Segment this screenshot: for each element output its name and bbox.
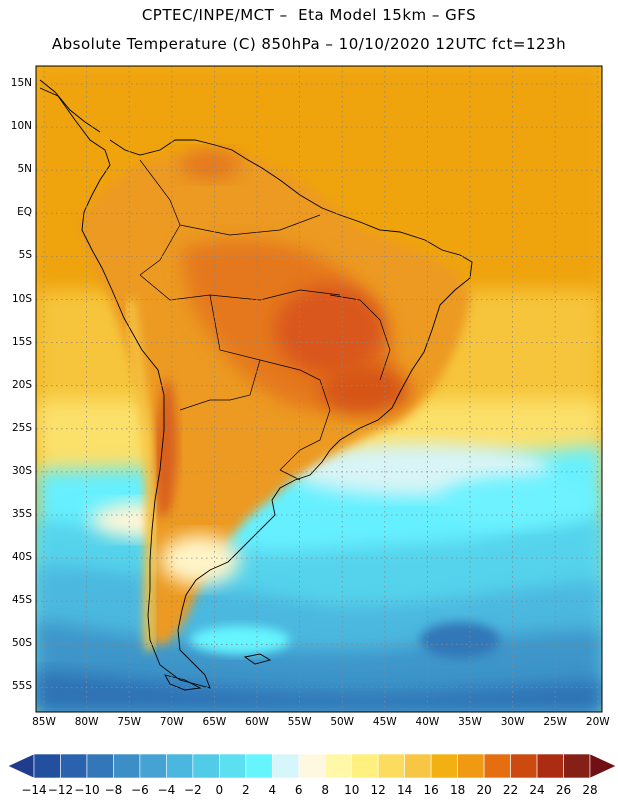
- colorbar-label: 2: [241, 783, 250, 797]
- lon-label: 85W: [32, 716, 56, 728]
- colorbar-label: 28: [582, 783, 598, 797]
- colorbar-label: −6: [131, 783, 149, 797]
- lon-label: 45W: [372, 716, 397, 728]
- colorbar-swatch: [219, 753, 247, 779]
- colorbar-swatch: [113, 753, 141, 779]
- lon-label: 65W: [202, 716, 227, 728]
- lat-label: 50S: [11, 637, 32, 650]
- lon-label: 20W: [585, 716, 610, 728]
- colorbar-swatch: [271, 753, 300, 779]
- central-america-coast: [39, 79, 101, 133]
- country-borders: [139, 159, 391, 481]
- lat-label: 45S: [11, 594, 32, 607]
- colorbar-swatch: [139, 753, 167, 779]
- south-america-coastline: [39, 87, 473, 689]
- colorbar-swatch: [430, 753, 458, 779]
- lat-label: 10N: [10, 120, 32, 133]
- coastlines: [39, 79, 473, 691]
- colorbar-label: 14: [397, 783, 413, 797]
- colorbar-label: 26: [555, 783, 572, 797]
- lat-label: 55S: [11, 680, 32, 693]
- lat-label: 35S: [11, 508, 32, 520]
- colorbar-swatch: [377, 753, 405, 779]
- lat-label: 15N: [10, 77, 32, 89]
- lat-label: 15S: [11, 335, 32, 348]
- colorbar-swatch: [86, 753, 114, 779]
- lon-label: 75W: [117, 716, 142, 728]
- colorbar-low-arrow: [7, 753, 35, 779]
- colorbar-swatch: [33, 753, 61, 779]
- map-frame: [35, 65, 603, 713]
- colorbar: [7, 753, 617, 779]
- lat-label: 25S: [11, 421, 32, 434]
- colorbar-swatch: [298, 753, 326, 779]
- colorbar-label: −12: [47, 783, 74, 797]
- colorbar-swatch: [351, 753, 379, 779]
- lat-label: 40S: [11, 551, 32, 564]
- colorbar-label: 20: [476, 783, 492, 797]
- lat-label: 5N: [17, 163, 32, 176]
- lon-label: 30W: [500, 716, 525, 728]
- lat-label: 30S: [11, 464, 32, 477]
- lon-label: 70W: [159, 716, 184, 728]
- colorbar-label: 8: [321, 783, 330, 797]
- colorbar-label: −8: [104, 783, 123, 797]
- colorbar-label: 16: [423, 783, 439, 797]
- colorbar-swatch: [483, 753, 511, 779]
- colorbar-label: 12: [370, 783, 386, 797]
- lon-label: 35W: [458, 716, 482, 728]
- lat-label: 5S: [18, 249, 32, 262]
- lon-label: 55W: [287, 716, 312, 728]
- colorbar-label: −4: [157, 783, 176, 797]
- title-line-1: CPTEC/INPE/MCT – Eta Model 15km – GFS: [141, 6, 477, 24]
- colorbar-high-arrow: [589, 753, 617, 779]
- colorbar-swatch: [166, 753, 194, 779]
- colorbar-label: 4: [268, 783, 277, 797]
- lon-label: 40W: [415, 716, 440, 728]
- colorbar-swatch: [404, 753, 432, 779]
- colorbar-swatch: [510, 753, 538, 779]
- colorbar-swatch: [324, 753, 353, 779]
- colorbar-swatch: [457, 753, 485, 779]
- lon-label: 50W: [330, 716, 355, 728]
- colorbar-label: −2: [183, 783, 202, 797]
- colorbar-swatch: [192, 753, 220, 779]
- colorbar-label: 0: [215, 783, 224, 797]
- colorbar-label: 18: [449, 783, 466, 797]
- tierra-del-fuego: [164, 674, 202, 691]
- colorbar-label: 24: [529, 783, 545, 797]
- lat-label: EQ: [17, 206, 32, 219]
- colorbar-swatch: [60, 753, 88, 779]
- lat-label: 10S: [11, 292, 32, 305]
- colorbar-swatch: [536, 753, 564, 779]
- colorbar-label: 22: [502, 783, 519, 797]
- colorbar-swatch: [245, 753, 273, 779]
- colorbar-label: −14: [21, 783, 47, 797]
- colorbar-label: 6: [294, 783, 303, 797]
- title-line-2: Absolute Temperature (C) 850hPa – 10/10/…: [51, 35, 567, 53]
- colorbar-label: 10: [344, 783, 360, 797]
- lat-label: 20S: [11, 378, 32, 391]
- lon-label: 60W: [245, 716, 269, 728]
- colorbar-label: −10: [74, 783, 100, 797]
- colorbar-swatch: [563, 753, 591, 779]
- falklands: [243, 653, 272, 665]
- temperature-field: [36, 66, 602, 712]
- lon-label: 80W: [74, 716, 99, 728]
- lon-label: 25W: [543, 716, 568, 728]
